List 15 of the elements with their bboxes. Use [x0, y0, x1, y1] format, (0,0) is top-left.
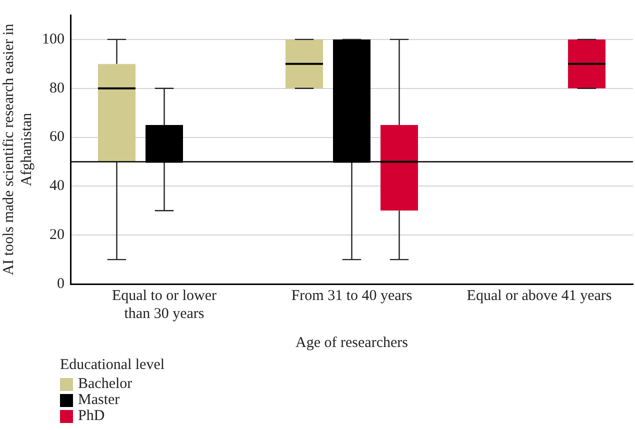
x-tick-label: From 31 to 40 years [291, 288, 412, 304]
y-tick-label: 100 [42, 31, 64, 48]
y-tick-label: 40 [50, 178, 64, 194]
legend-title: Educational level [60, 357, 165, 374]
legend-label: Bachelor [78, 376, 132, 392]
y-tick-label: 80 [50, 80, 64, 96]
x-axis-title: Age of researchers [296, 334, 408, 351]
legend-label: Master [78, 392, 120, 408]
x-tick-label: Equal or above 41 years [466, 288, 612, 304]
y-tick-label: 20 [50, 227, 64, 244]
y-axis-title: AI tools made scientific research easier in Afghanistan [0, 23, 35, 276]
x-tick-label: Equal to or lower than 30 years [112, 288, 217, 322]
y-tick-label: 60 [50, 129, 64, 146]
legend-label: PhD [78, 408, 105, 424]
y-tick-label: 0 [57, 276, 64, 292]
